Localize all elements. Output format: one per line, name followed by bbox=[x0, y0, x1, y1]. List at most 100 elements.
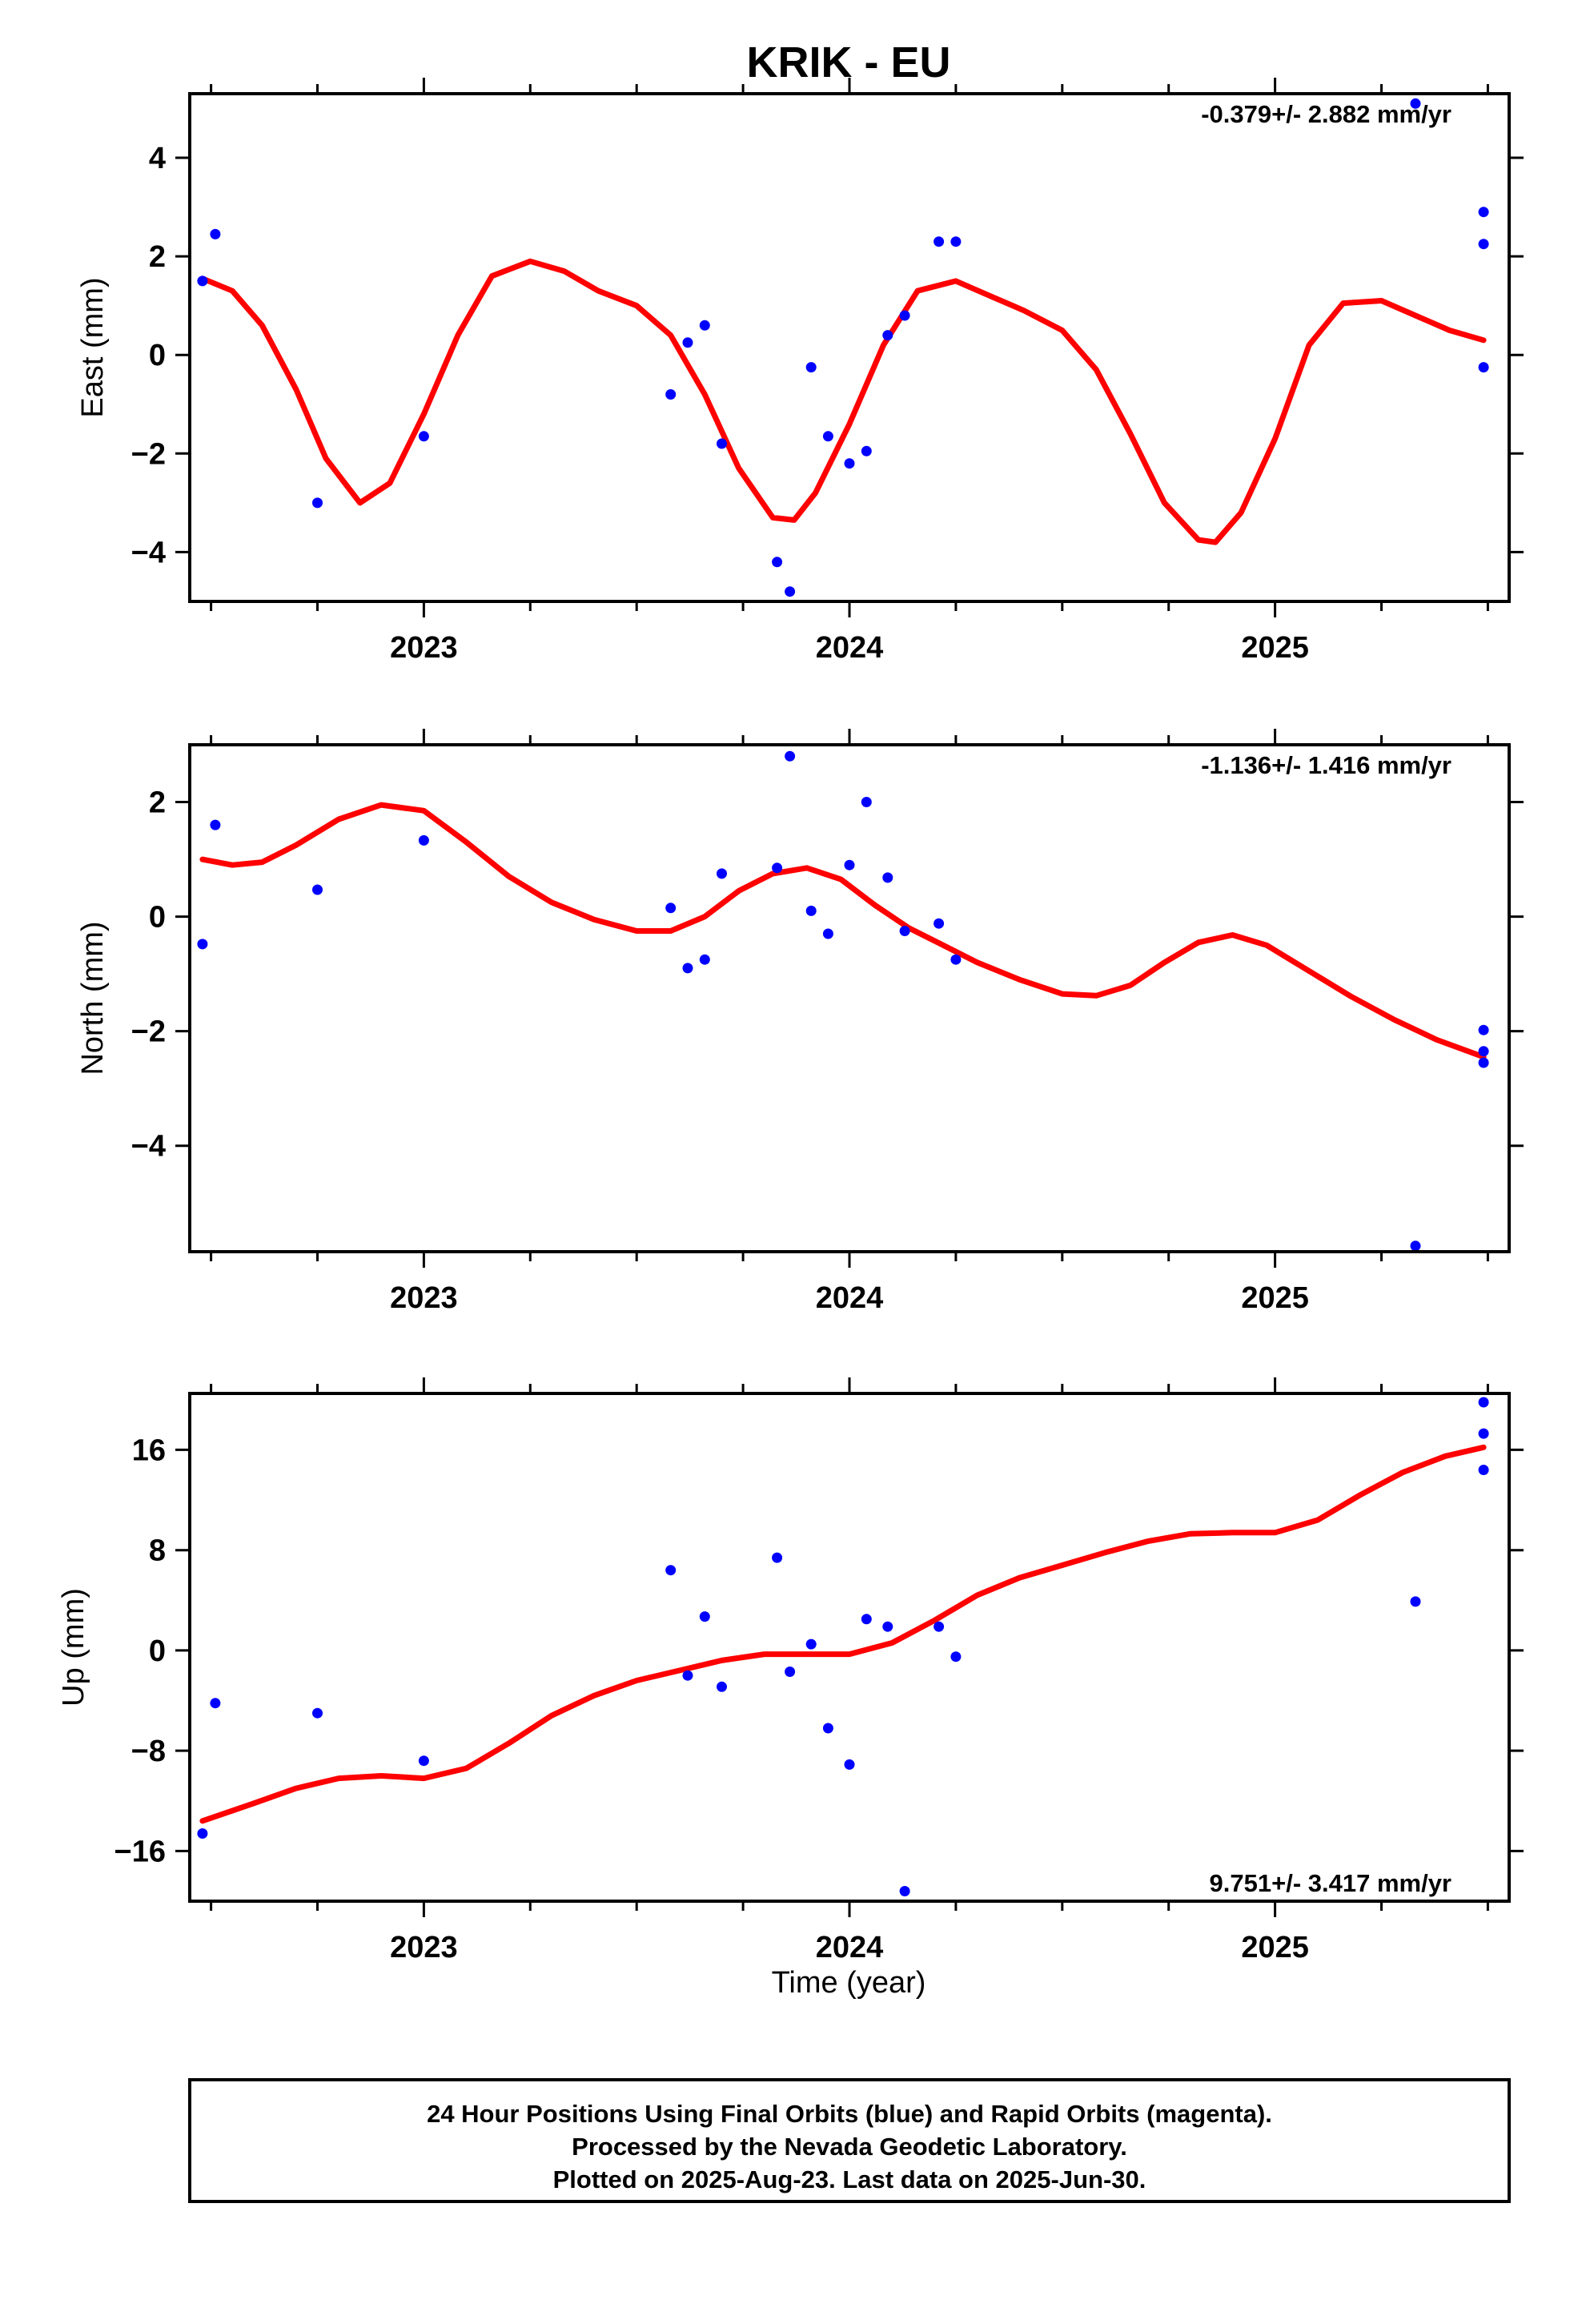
y-tick-label: 0 bbox=[149, 339, 166, 372]
y-axis-label: North (mm) bbox=[76, 921, 110, 1075]
data-point bbox=[882, 330, 893, 341]
data-point bbox=[1478, 1465, 1489, 1475]
footer-box: 24 Hour Positions Using Final Orbits (bl… bbox=[188, 2078, 1511, 2203]
x-tick-label: 2024 bbox=[816, 631, 884, 665]
data-point bbox=[805, 362, 817, 373]
y-tick-label: −4 bbox=[131, 1130, 166, 1164]
x-tick-label: 2023 bbox=[390, 1281, 458, 1315]
y-tick-label: −2 bbox=[131, 437, 166, 471]
data-point bbox=[717, 438, 727, 449]
data-point bbox=[934, 918, 945, 929]
data-point bbox=[899, 926, 910, 936]
data-point bbox=[772, 557, 783, 568]
data-point bbox=[882, 1621, 893, 1632]
y-tick-label: 4 bbox=[149, 142, 166, 175]
data-point bbox=[197, 1828, 208, 1839]
data-point bbox=[699, 1611, 710, 1622]
rate-annotation: 9.751+/- 3.417 mm/yr bbox=[1210, 1869, 1452, 1897]
data-point bbox=[418, 834, 429, 846]
x-tick-label: 2025 bbox=[1241, 1281, 1309, 1315]
data-point bbox=[717, 868, 727, 879]
data-point bbox=[312, 1707, 323, 1719]
fit-curve bbox=[199, 1444, 1487, 1824]
rate-annotation: -1.136+/- 1.416 mm/yr bbox=[1201, 751, 1452, 779]
y-tick-label: −16 bbox=[114, 1835, 166, 1868]
data-point bbox=[1410, 98, 1421, 109]
plot-frame bbox=[188, 743, 1511, 1253]
x-axis-label: Time (year) bbox=[772, 1966, 926, 2000]
data-point bbox=[1478, 1046, 1489, 1057]
data-point bbox=[210, 1698, 221, 1709]
data-point bbox=[899, 310, 910, 321]
data-point bbox=[1478, 1024, 1489, 1035]
data-point bbox=[785, 1667, 796, 1677]
y-tick-label: 8 bbox=[149, 1534, 166, 1568]
data-point bbox=[699, 954, 710, 965]
data-point bbox=[717, 1681, 727, 1692]
footer-line-3: Plotted on 2025-Aug-23. Last data on 202… bbox=[553, 2165, 1146, 2193]
data-point bbox=[1478, 362, 1489, 373]
data-point bbox=[861, 445, 872, 456]
data-point bbox=[418, 431, 429, 442]
footer-line-1: 24 Hour Positions Using Final Orbits (bl… bbox=[427, 2100, 1272, 2128]
data-point bbox=[210, 228, 221, 239]
y-tick-label: 2 bbox=[149, 240, 166, 274]
plot-frame bbox=[188, 92, 1511, 603]
y-tick-label: −2 bbox=[131, 1015, 166, 1049]
x-tick-label: 2023 bbox=[390, 1931, 458, 1964]
data-point bbox=[805, 1638, 817, 1650]
x-tick-label: 2024 bbox=[816, 1931, 884, 1964]
up-panel: 2023 2024 2025 −16 −8 0 8 16 Up (mm) 9.751+/- 3.4… bbox=[57, 1377, 1524, 1964]
data-point bbox=[785, 750, 796, 762]
data-point bbox=[665, 903, 677, 914]
data-point bbox=[805, 905, 817, 916]
data-point bbox=[861, 1614, 872, 1625]
data-point bbox=[772, 862, 783, 874]
data-point bbox=[899, 1886, 910, 1896]
data-point bbox=[772, 1552, 783, 1563]
x-tick-label: 2025 bbox=[1241, 1931, 1309, 1964]
data-point bbox=[197, 939, 208, 950]
x-tick-label: 2025 bbox=[1241, 631, 1309, 665]
data-point bbox=[844, 458, 855, 469]
data-point bbox=[950, 1651, 962, 1663]
data-point bbox=[665, 389, 677, 400]
data-point bbox=[861, 797, 872, 807]
data-point bbox=[934, 1621, 945, 1632]
data-point bbox=[1478, 1428, 1489, 1439]
north-panel: 2023 2024 2025 −4 −2 0 2 North (mm) -1.136+/- 1.… bbox=[76, 729, 1524, 1315]
data-point bbox=[1478, 1397, 1489, 1408]
x-tick-label: 2023 bbox=[390, 631, 458, 665]
y-tick-label: 0 bbox=[149, 1634, 166, 1668]
y-tick-label: −4 bbox=[131, 536, 166, 569]
data-point bbox=[1478, 1057, 1489, 1068]
x-tick-label: 2024 bbox=[816, 1281, 884, 1315]
data-point bbox=[418, 1755, 429, 1767]
data-point bbox=[1478, 207, 1489, 218]
data-point bbox=[785, 586, 796, 597]
data-point bbox=[197, 275, 208, 287]
data-point bbox=[844, 1759, 855, 1770]
data-point bbox=[682, 963, 693, 974]
y-tick-label: 16 bbox=[132, 1433, 166, 1467]
east-panel: 2023 2024 2025 −4 −2 0 2 4 East (mm) -0.379+/- 2.… bbox=[76, 78, 1524, 665]
data-point bbox=[822, 1723, 833, 1734]
data-point bbox=[312, 497, 323, 509]
data-point bbox=[682, 337, 693, 348]
data-point bbox=[312, 884, 323, 895]
data-point bbox=[950, 954, 962, 965]
data-point bbox=[1410, 1596, 1421, 1607]
y-tick-label: 0 bbox=[149, 901, 166, 935]
data-point bbox=[682, 1670, 693, 1681]
data-point bbox=[822, 928, 833, 939]
rate-annotation: -0.379+/- 2.882 mm/yr bbox=[1201, 100, 1452, 128]
data-point bbox=[950, 236, 962, 247]
data-point bbox=[844, 859, 855, 870]
data-point bbox=[934, 236, 945, 247]
data-point bbox=[822, 431, 833, 442]
data-point bbox=[665, 1565, 677, 1576]
plot-frame bbox=[188, 1392, 1511, 1903]
data-point bbox=[882, 872, 893, 883]
y-tick-label: 2 bbox=[149, 786, 166, 820]
